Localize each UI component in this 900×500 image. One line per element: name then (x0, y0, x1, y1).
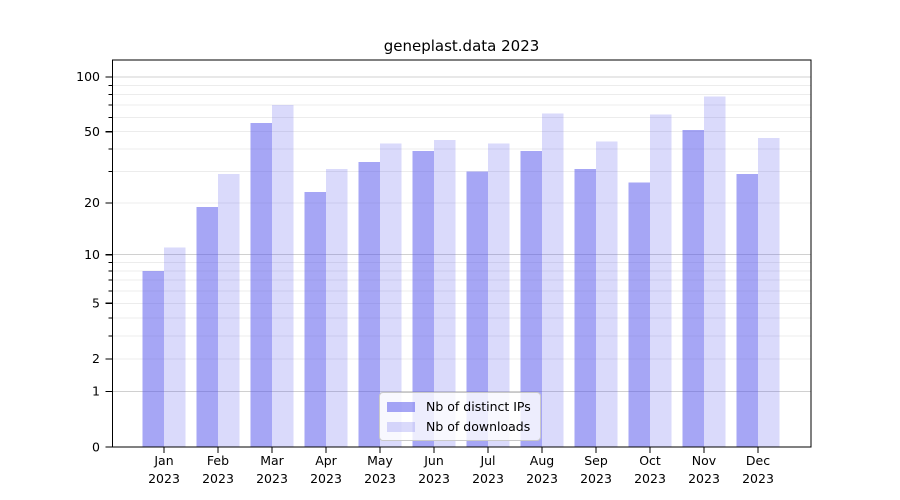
x-tick-label: May 2023 (364, 453, 396, 486)
legend: Nb of distinct IPs Nb of downloads (379, 392, 541, 441)
legend-swatch-downloads (387, 421, 415, 432)
legend-swatch-distinct-ips (387, 401, 415, 412)
bar-distinct-ips-jul (466, 171, 488, 447)
x-tick-label: Jun 2023 (418, 453, 450, 486)
bar-downloads-apr (326, 169, 348, 447)
bar-downloads-may (380, 143, 402, 447)
bar-distinct-ips-jun (412, 151, 434, 447)
bar-downloads-feb (218, 174, 240, 447)
plot-border (111, 59, 812, 448)
bar-distinct-ips-jan (142, 270, 164, 447)
legend-item-distinct-ips: Nb of distinct IPs (387, 398, 531, 415)
bar-downloads-jan (164, 247, 186, 447)
bar-distinct-ips-mar (250, 122, 272, 448)
chart-title: geneplast.data 2023 (383, 37, 540, 55)
x-tick-label: Jul 2023 (472, 453, 504, 486)
x-tick-label: Sep 2023 (580, 453, 612, 486)
y-tick-label: 10 (84, 247, 100, 262)
y-tick-label: 100 (76, 69, 100, 84)
y-tick-label: 1 (92, 384, 100, 399)
legend-item-downloads: Nb of downloads (387, 418, 531, 435)
x-tick-label: Feb 2023 (202, 453, 234, 486)
bar-distinct-ips-dec (736, 174, 758, 447)
bar-distinct-ips-feb (196, 206, 218, 447)
y-tick-label: 20 (84, 195, 100, 210)
bar-downloads-jun (434, 140, 456, 447)
y-tick-label: 0 (92, 439, 100, 454)
bar-downloads-aug (542, 113, 564, 447)
bar-distinct-ips-aug (520, 151, 542, 447)
y-tick-label: 50 (84, 124, 100, 139)
bar-downloads-sep (596, 141, 618, 447)
y-tick-label: 5 (92, 296, 100, 311)
x-tick-label: Dec 2023 (742, 453, 774, 486)
x-tick-label: Oct 2023 (634, 453, 666, 486)
bar-downloads-mar (272, 105, 294, 447)
x-tick-label: Apr 2023 (310, 453, 342, 486)
x-tick-label: Mar 2023 (256, 453, 288, 486)
bar-downloads-dec (758, 138, 780, 447)
bar-downloads-oct (650, 114, 672, 447)
bar-downloads-nov (704, 96, 726, 447)
bar-distinct-ips-apr (304, 192, 326, 447)
bar-downloads-jul (488, 143, 510, 447)
bar-distinct-ips-may (358, 161, 380, 447)
bar-distinct-ips-sep (574, 169, 596, 447)
x-tick-label: Jan 2023 (148, 453, 180, 486)
bar-distinct-ips-oct (628, 182, 650, 447)
y-tick-label: 2 (92, 351, 100, 366)
legend-label-distinct-ips: Nb of distinct IPs (426, 399, 531, 414)
bar-distinct-ips-nov (682, 130, 704, 447)
x-tick-label: Nov 2023 (688, 453, 720, 486)
legend-label-downloads: Nb of downloads (426, 419, 531, 434)
x-tick-label: Aug 2023 (526, 453, 558, 486)
